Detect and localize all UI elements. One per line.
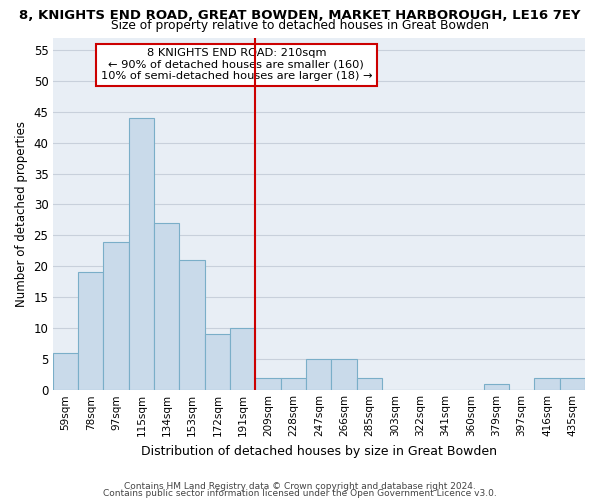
Y-axis label: Number of detached properties: Number of detached properties — [15, 120, 28, 306]
Bar — [103, 242, 128, 390]
Text: Size of property relative to detached houses in Great Bowden: Size of property relative to detached ho… — [111, 19, 489, 32]
Bar — [154, 223, 179, 390]
Bar — [128, 118, 154, 390]
Text: 8, KNIGHTS END ROAD, GREAT BOWDEN, MARKET HARBOROUGH, LE16 7EY: 8, KNIGHTS END ROAD, GREAT BOWDEN, MARKE… — [19, 9, 581, 22]
Bar — [484, 384, 509, 390]
Bar — [281, 378, 306, 390]
Bar — [205, 334, 230, 390]
Text: 8 KNIGHTS END ROAD: 210sqm
← 90% of detached houses are smaller (160)
10% of sem: 8 KNIGHTS END ROAD: 210sqm ← 90% of deta… — [101, 48, 372, 82]
Bar — [331, 359, 357, 390]
Bar — [53, 353, 78, 390]
Bar — [534, 378, 560, 390]
Bar — [179, 260, 205, 390]
Bar — [230, 328, 256, 390]
Text: Contains public sector information licensed under the Open Government Licence v3: Contains public sector information licen… — [103, 489, 497, 498]
Bar — [306, 359, 331, 390]
Text: Contains HM Land Registry data © Crown copyright and database right 2024.: Contains HM Land Registry data © Crown c… — [124, 482, 476, 491]
Bar — [78, 272, 103, 390]
Bar — [357, 378, 382, 390]
Bar — [560, 378, 585, 390]
Bar — [256, 378, 281, 390]
X-axis label: Distribution of detached houses by size in Great Bowden: Distribution of detached houses by size … — [141, 444, 497, 458]
